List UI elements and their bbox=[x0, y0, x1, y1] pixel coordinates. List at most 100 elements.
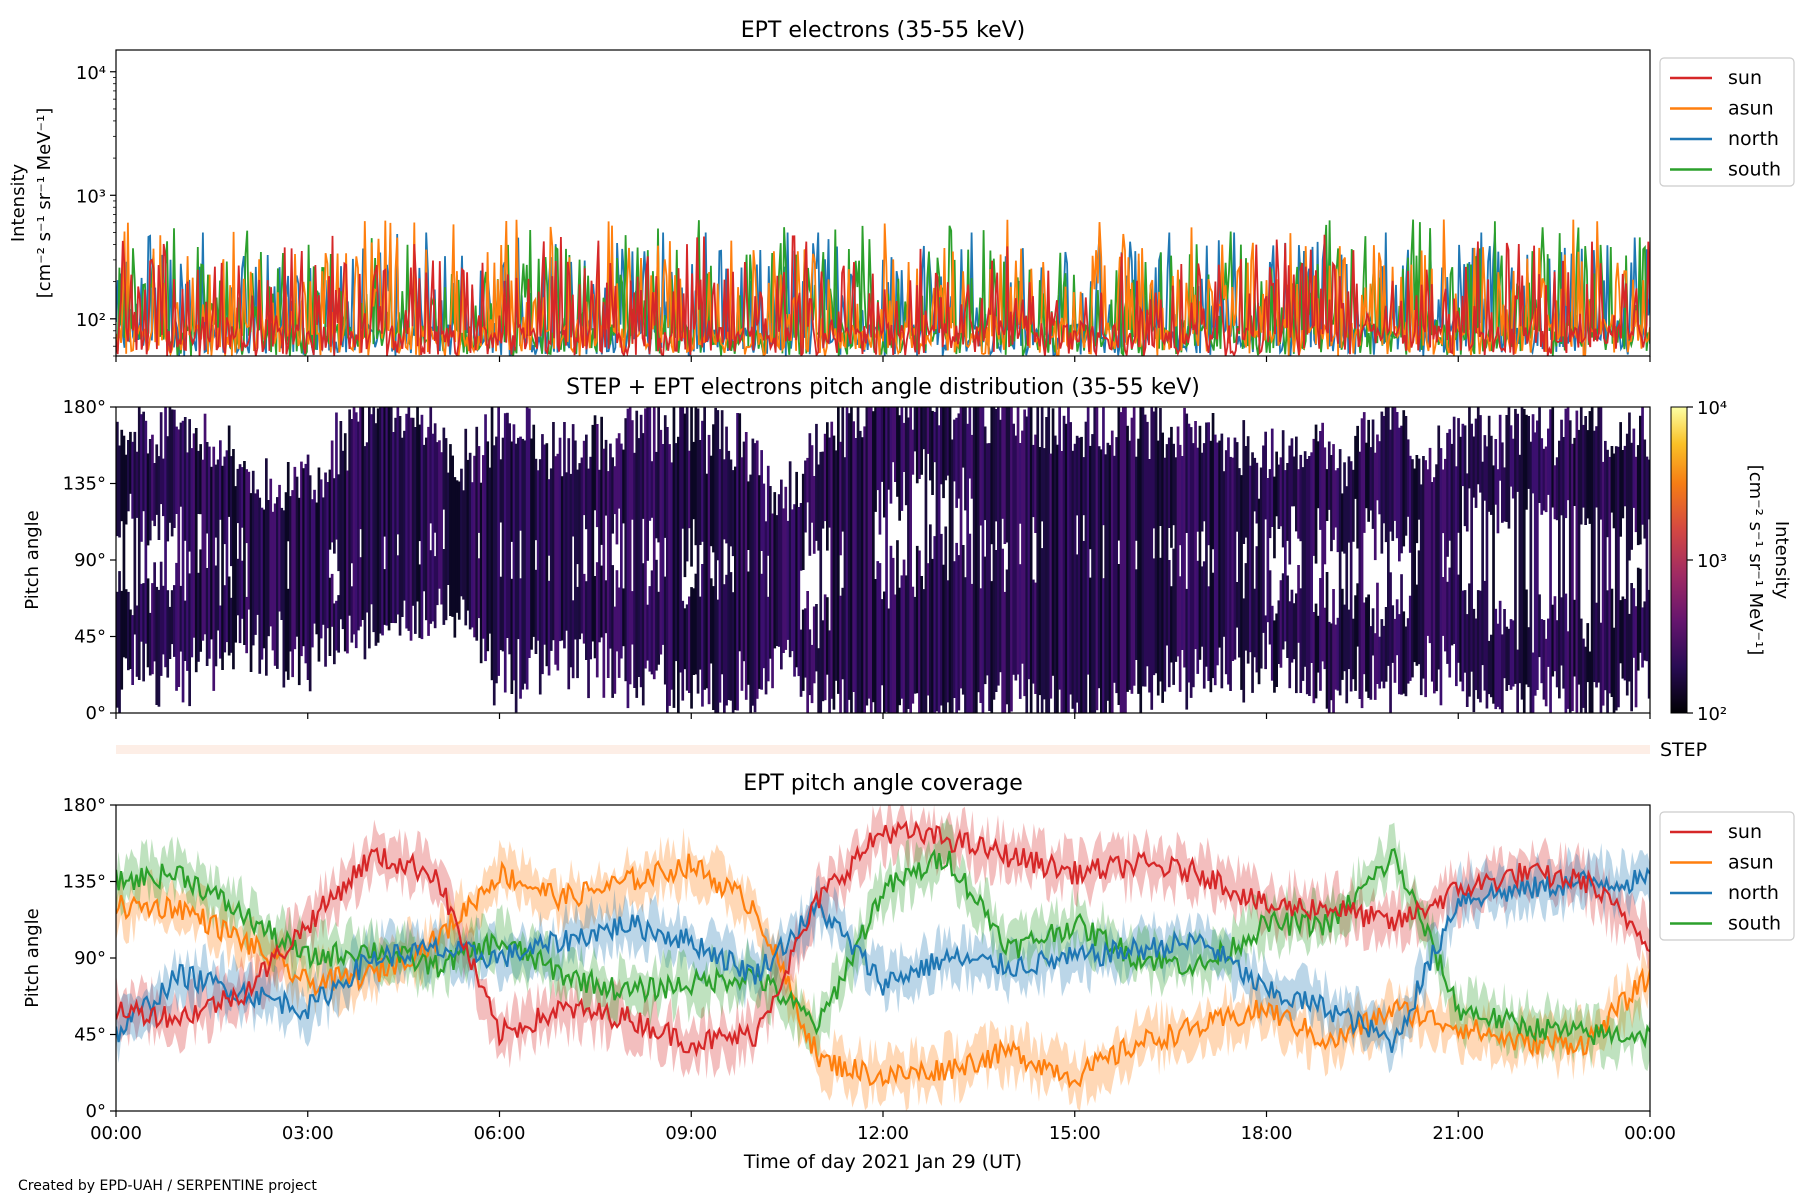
heatmap-cell bbox=[904, 407, 908, 506]
heatmap-cell bbox=[931, 410, 934, 495]
heatmap-cell bbox=[935, 407, 939, 712]
heatmap-cell bbox=[681, 600, 685, 701]
heatmap-cell bbox=[328, 469, 332, 550]
heatmap-cell bbox=[1297, 565, 1300, 643]
heatmap-cell bbox=[1356, 583, 1359, 647]
heatmap-cell bbox=[1573, 599, 1576, 677]
heatmap-cell bbox=[330, 440, 334, 543]
heatmap-cell bbox=[1468, 583, 1471, 697]
heatmap-cell bbox=[1395, 599, 1399, 656]
heatmap-cell bbox=[289, 496, 292, 652]
heatmap-cell bbox=[1336, 617, 1340, 691]
heatmap-cell bbox=[411, 417, 415, 606]
heatmap-cell bbox=[1080, 436, 1083, 713]
heatmap-cell bbox=[1277, 600, 1281, 664]
heatmap-cell bbox=[734, 466, 737, 711]
heatmap-cell bbox=[1192, 443, 1195, 688]
heatmap-cell bbox=[957, 413, 961, 499]
heatmap-cell bbox=[1117, 564, 1121, 705]
heatmap-cell bbox=[501, 437, 505, 652]
heatmap-cell bbox=[1032, 444, 1035, 518]
heatmap-cell bbox=[1494, 439, 1498, 505]
heatmap-cell bbox=[1352, 469, 1355, 542]
heatmap-cell bbox=[574, 440, 577, 640]
heatmap-cell bbox=[582, 440, 586, 516]
heatmap-cell bbox=[1159, 557, 1162, 682]
heatmap-cell bbox=[155, 586, 159, 705]
heatmap-cell bbox=[225, 450, 229, 643]
heatmap-cell bbox=[1544, 446, 1548, 513]
heatmap-cell bbox=[1398, 427, 1401, 562]
series-line-north bbox=[116, 866, 1650, 1053]
heatmap-cell bbox=[1200, 566, 1204, 647]
heatmap-cell bbox=[1078, 437, 1081, 713]
heatmap-cell bbox=[1630, 583, 1633, 712]
heatmap-cell bbox=[880, 407, 884, 482]
heatmap-cell bbox=[889, 545, 893, 713]
heatmap-cell bbox=[1402, 410, 1406, 547]
heatmap-cell bbox=[409, 417, 413, 641]
heatmap-cell bbox=[1308, 456, 1311, 696]
heatmap-cell bbox=[1347, 456, 1351, 543]
heatmap-cell bbox=[1071, 450, 1075, 709]
heatmap-cell bbox=[968, 533, 972, 713]
heatmap-cell bbox=[127, 591, 130, 671]
heatmap-cell bbox=[1389, 572, 1392, 713]
heatmap-cell bbox=[753, 443, 757, 713]
heatmap-cell bbox=[1568, 420, 1572, 713]
heatmap-cell bbox=[679, 407, 682, 673]
heatmap-cell bbox=[1113, 455, 1116, 683]
heatmap-cell bbox=[1268, 469, 1272, 539]
heatmap-cell bbox=[639, 414, 643, 688]
heatmap-cell bbox=[1176, 426, 1180, 657]
colorbar bbox=[1670, 406, 1688, 714]
heatmap-cell bbox=[1036, 407, 1040, 713]
heatmap-cell bbox=[1117, 407, 1121, 541]
heatmap-cell bbox=[1371, 608, 1375, 656]
heatmap-cell bbox=[1384, 407, 1388, 543]
heatmap-cell bbox=[907, 417, 910, 709]
heatmap-cell bbox=[343, 433, 347, 652]
heatmap-cell bbox=[690, 407, 693, 567]
heatmap-cell bbox=[593, 415, 597, 511]
x-tick-label: 18:00 bbox=[1241, 1123, 1293, 1144]
heatmap-cell bbox=[624, 418, 628, 682]
heatmap-cell bbox=[280, 507, 284, 620]
heatmap-cell bbox=[716, 410, 720, 561]
heatmap-cell bbox=[293, 466, 297, 650]
heatmap-cell bbox=[709, 455, 713, 547]
heatmap-cell bbox=[1426, 469, 1430, 636]
heatmap-cell bbox=[1001, 548, 1004, 713]
heatmap-cell bbox=[1356, 425, 1359, 549]
heatmap-cell bbox=[1540, 438, 1544, 515]
heatmap-cell bbox=[547, 479, 551, 556]
heatmap-cell bbox=[1299, 588, 1303, 693]
heatmap-cell bbox=[876, 561, 880, 713]
heatmap-cell bbox=[933, 536, 937, 713]
heatmap-cell bbox=[617, 587, 621, 678]
legend-label-north: north bbox=[1728, 128, 1779, 150]
heatmap-cell bbox=[328, 577, 332, 656]
heatmap-cell bbox=[1227, 437, 1230, 685]
heatmap-cell bbox=[333, 478, 336, 554]
heatmap-cell bbox=[609, 443, 612, 649]
heatmap-cell bbox=[659, 429, 663, 655]
heatmap-cell bbox=[223, 585, 227, 653]
heatmap-cell bbox=[1551, 604, 1555, 677]
heatmap-cell bbox=[874, 579, 877, 713]
heatmap-cell bbox=[438, 440, 441, 589]
heatmap-cell bbox=[604, 580, 608, 634]
heatmap-cell bbox=[661, 444, 665, 645]
heatmap-cell bbox=[1474, 418, 1478, 508]
heatmap-cell bbox=[1290, 589, 1294, 663]
heatmap-cell bbox=[940, 533, 943, 706]
heatmap-cell bbox=[1516, 649, 1519, 713]
heatmap-cell bbox=[1321, 422, 1324, 662]
heatmap-cell bbox=[1018, 443, 1022, 524]
heatmap-cell bbox=[808, 433, 812, 556]
heatmap-cell bbox=[1156, 440, 1160, 696]
heatmap-cell bbox=[418, 424, 422, 542]
y-tick-label: 10² bbox=[76, 310, 106, 331]
heatmap-cell bbox=[1536, 420, 1539, 690]
